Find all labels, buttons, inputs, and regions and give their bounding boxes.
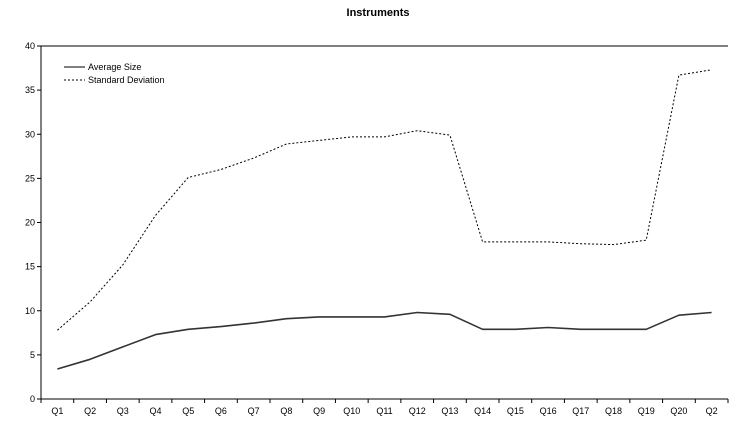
x-tick-label: Q10 bbox=[343, 406, 360, 416]
x-tick-label: Q20 bbox=[670, 406, 687, 416]
data-point-standard-deviation bbox=[547, 241, 549, 243]
series-line-average-size bbox=[57, 311, 712, 370]
y-tick-label: 15 bbox=[25, 262, 35, 272]
x-tick-label: Q7 bbox=[248, 406, 260, 416]
data-point-average-size bbox=[547, 327, 549, 329]
data-point-standard-deviation bbox=[351, 136, 353, 138]
data-point-standard-deviation bbox=[187, 177, 189, 179]
data-point-average-size bbox=[318, 316, 320, 318]
x-tick-label: Q3 bbox=[117, 406, 129, 416]
x-tick-label: Q19 bbox=[638, 406, 655, 416]
data-point-average-size bbox=[187, 328, 189, 330]
data-point-average-size bbox=[253, 322, 255, 324]
x-tick-label: Q11 bbox=[376, 406, 392, 416]
data-point-average-size bbox=[286, 318, 288, 320]
data-point-standard-deviation bbox=[645, 239, 647, 241]
y-tick-label: 35 bbox=[25, 85, 35, 95]
x-tick-label: Q12 bbox=[409, 406, 426, 416]
data-point-standard-deviation bbox=[416, 130, 418, 132]
x-axis-ticks: Q1 Q2 Q3 Q4 Q5 Q6 Q7 Q8 Q9 Q10 Q11 Q12 Q13 Q14 Q15 Q16 Q… bbox=[40, 399, 729, 416]
data-point-average-size bbox=[89, 358, 91, 360]
data-point-standard-deviation bbox=[711, 69, 713, 71]
x-tick-label: Q8 bbox=[280, 406, 292, 416]
data-point-average-size bbox=[678, 314, 680, 316]
x-tick-label: Q2 bbox=[84, 406, 96, 416]
data-point-average-size bbox=[645, 328, 647, 330]
series-line-standard-deviation bbox=[57, 69, 712, 331]
data-point-standard-deviation bbox=[449, 134, 451, 136]
data-point-standard-deviation bbox=[613, 244, 615, 246]
data-point-standard-deviation bbox=[580, 243, 582, 245]
data-point-standard-deviation bbox=[482, 241, 484, 243]
data-point-standard-deviation bbox=[515, 241, 517, 243]
data-point-standard-deviation bbox=[57, 329, 59, 331]
data-point-average-size bbox=[220, 326, 222, 328]
x-tick-label: Q6 bbox=[215, 406, 227, 416]
chart-title: Instruments bbox=[347, 7, 410, 19]
y-tick-label: 10 bbox=[25, 306, 35, 316]
legend-label-average-size: Average Size bbox=[88, 62, 141, 72]
y-tick-label: 25 bbox=[25, 173, 35, 183]
x-tick-label: Q17 bbox=[572, 406, 589, 416]
data-point-average-size bbox=[515, 328, 517, 330]
x-tick-label: Q13 bbox=[441, 406, 458, 416]
data-point-standard-deviation bbox=[678, 74, 680, 76]
x-tick-label: Q14 bbox=[474, 406, 491, 416]
axes bbox=[40, 45, 728, 400]
data-point-average-size bbox=[711, 312, 713, 314]
data-point-standard-deviation bbox=[318, 140, 320, 142]
x-tick-label: Q4 bbox=[149, 406, 161, 416]
x-tick-label: Q15 bbox=[507, 406, 524, 416]
data-point-average-size bbox=[155, 334, 157, 336]
data-point-standard-deviation bbox=[286, 143, 288, 145]
data-point-average-size bbox=[351, 316, 353, 318]
y-axis-ticks: 0 5 10 15 20 25 30 35 40 bbox=[25, 41, 41, 404]
y-tick-label: 20 bbox=[25, 218, 35, 228]
x-tick-label: Q1 bbox=[51, 406, 63, 416]
data-point-average-size bbox=[122, 346, 124, 348]
x-tick-label: Q18 bbox=[605, 406, 622, 416]
data-point-standard-deviation bbox=[155, 215, 157, 217]
legend-label-standard-deviation: Standard Deviation bbox=[88, 75, 165, 85]
y-tick-label: 5 bbox=[30, 350, 35, 360]
data-point-standard-deviation bbox=[384, 136, 386, 138]
data-point-average-size bbox=[580, 328, 582, 330]
y-tick-label: 30 bbox=[25, 129, 35, 139]
data-point-average-size bbox=[613, 328, 615, 330]
data-point-standard-deviation bbox=[89, 301, 91, 303]
x-tick-label: Q16 bbox=[540, 406, 557, 416]
data-point-average-size bbox=[384, 316, 386, 318]
data-point-standard-deviation bbox=[253, 157, 255, 159]
data-point-standard-deviation bbox=[220, 169, 222, 171]
y-tick-label: 0 bbox=[30, 394, 35, 404]
series-layer bbox=[57, 69, 713, 370]
data-point-average-size bbox=[416, 312, 418, 314]
x-tick-label: Q9 bbox=[313, 406, 325, 416]
x-tick-label: Q5 bbox=[182, 406, 194, 416]
data-point-average-size bbox=[482, 328, 484, 330]
data-point-average-size bbox=[449, 313, 451, 315]
legend: Average Size Standard Deviation bbox=[64, 62, 165, 85]
data-point-standard-deviation bbox=[122, 264, 124, 266]
y-tick-label: 40 bbox=[25, 41, 35, 51]
x-tick-label: Q2 bbox=[706, 406, 718, 416]
data-point-average-size bbox=[57, 368, 59, 370]
